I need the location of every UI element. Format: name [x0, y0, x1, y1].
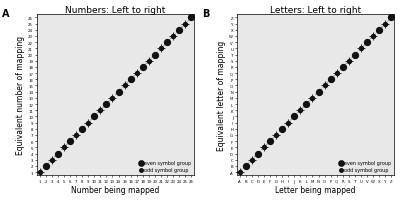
- Point: [170, 35, 176, 38]
- Point: [370, 35, 376, 38]
- odd symbol group: [261, 146, 267, 149]
- odd symbol group: [322, 84, 328, 88]
- even symbol group: [103, 103, 110, 106]
- even symbol group: [303, 103, 310, 106]
- Legend: even symbol group, odd symbol group: even symbol group, odd symbol group: [138, 159, 192, 173]
- odd symbol group: [97, 109, 104, 112]
- Point: [358, 48, 364, 51]
- odd symbol group: [248, 158, 255, 162]
- Point: [158, 48, 164, 51]
- even symbol group: [176, 29, 182, 32]
- odd symbol group: [146, 60, 152, 63]
- Y-axis label: Equivalent letter of mapping: Equivalent letter of mapping: [218, 40, 226, 150]
- even symbol group: [315, 91, 322, 94]
- odd symbol group: [346, 60, 352, 63]
- Text: A: A: [2, 9, 9, 19]
- even symbol group: [152, 54, 158, 57]
- odd symbol group: [285, 121, 291, 125]
- Point: [109, 97, 116, 100]
- even symbol group: [115, 91, 122, 94]
- Point: [134, 72, 140, 75]
- even symbol group: [188, 17, 195, 20]
- odd symbol group: [182, 23, 188, 26]
- odd symbol group: [382, 23, 388, 26]
- even symbol group: [67, 140, 73, 143]
- odd symbol group: [297, 109, 304, 112]
- odd symbol group: [73, 134, 79, 137]
- even symbol group: [340, 66, 346, 69]
- odd symbol group: [85, 121, 91, 125]
- odd symbol group: [334, 72, 340, 75]
- odd symbol group: [109, 97, 116, 100]
- even symbol group: [164, 41, 170, 45]
- even symbol group: [91, 115, 98, 118]
- Title: Letters: Left to right: Letters: Left to right: [270, 6, 361, 14]
- X-axis label: Letter being mapped: Letter being mapped: [275, 186, 356, 194]
- Point: [122, 84, 128, 88]
- odd symbol group: [273, 134, 279, 137]
- even symbol group: [79, 128, 85, 131]
- even symbol group: [140, 66, 146, 69]
- odd symbol group: [170, 35, 176, 38]
- even symbol group: [128, 78, 134, 81]
- odd symbol group: [48, 158, 55, 162]
- Point: [273, 134, 279, 137]
- Point: [146, 60, 152, 63]
- Point: [236, 171, 243, 174]
- Y-axis label: Equivalent number of mapping: Equivalent number of mapping: [16, 36, 25, 155]
- Point: [48, 158, 55, 162]
- odd symbol group: [370, 35, 376, 38]
- odd symbol group: [236, 171, 243, 174]
- odd symbol group: [122, 84, 128, 88]
- even symbol group: [242, 164, 249, 168]
- Point: [61, 146, 67, 149]
- odd symbol group: [158, 48, 164, 51]
- Point: [297, 109, 304, 112]
- Text: B: B: [202, 9, 209, 19]
- even symbol group: [42, 164, 49, 168]
- Point: [73, 134, 79, 137]
- odd symbol group: [358, 48, 364, 51]
- Point: [382, 23, 388, 26]
- even symbol group: [291, 115, 298, 118]
- Point: [261, 146, 267, 149]
- even symbol group: [55, 152, 61, 155]
- even symbol group: [328, 78, 334, 81]
- Point: [36, 171, 43, 174]
- Title: Numbers: Left to right: Numbers: Left to right: [65, 6, 166, 14]
- even symbol group: [376, 29, 382, 32]
- Point: [97, 109, 104, 112]
- Point: [322, 84, 328, 88]
- Point: [334, 72, 340, 75]
- Point: [309, 97, 316, 100]
- Point: [248, 158, 255, 162]
- Legend: even symbol group, odd symbol group: even symbol group, odd symbol group: [338, 159, 392, 173]
- even symbol group: [352, 54, 358, 57]
- X-axis label: Number being mapped: Number being mapped: [71, 186, 160, 194]
- even symbol group: [267, 140, 273, 143]
- even symbol group: [388, 17, 395, 20]
- odd symbol group: [134, 72, 140, 75]
- even symbol group: [255, 152, 261, 155]
- Point: [346, 60, 352, 63]
- Point: [85, 121, 91, 125]
- even symbol group: [364, 41, 370, 45]
- odd symbol group: [61, 146, 67, 149]
- Point: [285, 121, 291, 125]
- even symbol group: [279, 128, 285, 131]
- Point: [182, 23, 188, 26]
- odd symbol group: [36, 171, 43, 174]
- odd symbol group: [309, 97, 316, 100]
